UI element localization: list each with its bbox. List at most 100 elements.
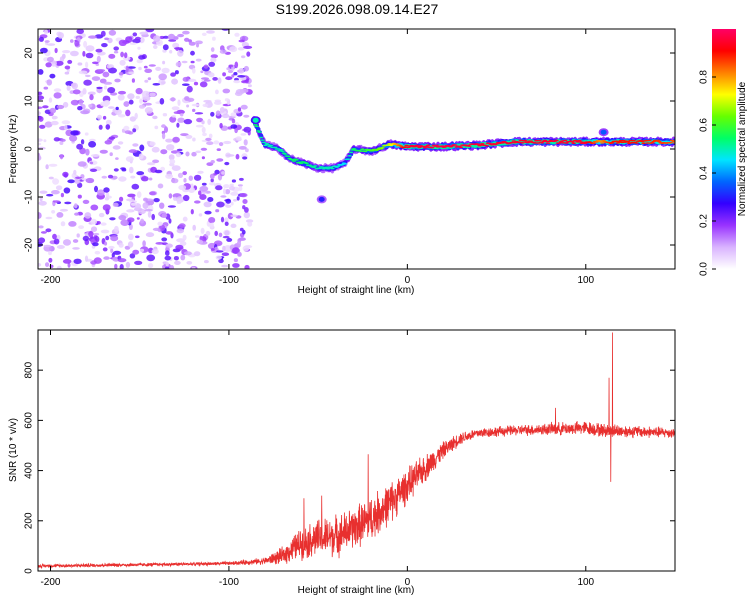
noise-speckle — [64, 201, 72, 205]
noise-speckle — [108, 53, 116, 59]
noise-speckle — [185, 134, 193, 139]
ridge-mark — [298, 162, 304, 165]
noise-speckle — [48, 251, 52, 256]
ridge-mark — [631, 139, 636, 142]
noise-speckle — [108, 245, 115, 249]
noise-speckle — [239, 177, 244, 181]
noise-speckle — [90, 218, 98, 225]
noise-speckle — [61, 50, 71, 54]
noise-speckle — [45, 216, 53, 220]
noise-speckle — [212, 77, 218, 81]
noise-speckle — [60, 221, 66, 227]
noise-speckle — [112, 145, 121, 150]
ridge-mark — [268, 144, 274, 147]
noise-speckle — [169, 265, 175, 269]
noise-speckle — [152, 159, 160, 164]
ridge-mark — [363, 150, 368, 152]
noise-speckle — [243, 114, 250, 118]
noise-speckle — [42, 105, 49, 109]
noise-speckle — [227, 69, 234, 74]
noise-speckle — [145, 232, 155, 238]
noise-speckle — [108, 67, 117, 74]
noise-speckle — [242, 156, 248, 160]
noise-speckle — [231, 118, 236, 124]
noise-speckle — [91, 76, 101, 81]
noise-speckle — [100, 222, 107, 226]
noise-speckle — [134, 36, 141, 41]
noise-speckle — [90, 204, 99, 211]
noise-speckle — [160, 166, 166, 172]
noise-speckle — [96, 55, 101, 63]
noise-speckle — [230, 223, 237, 228]
noise-speckle — [88, 141, 97, 148]
noise-speckle — [205, 230, 211, 236]
noise-speckle — [113, 46, 119, 51]
noise-speckle — [64, 65, 71, 70]
ridge-mark — [348, 151, 354, 154]
noise-speckle — [107, 87, 116, 94]
noise-speckle — [38, 142, 42, 146]
noise-speckle — [144, 107, 153, 114]
noise-speckle — [191, 103, 200, 107]
noise-speckle — [222, 88, 231, 94]
noise-speckle — [38, 106, 43, 109]
noise-speckle — [73, 203, 78, 209]
noise-speckle — [88, 35, 97, 39]
ridge-mark — [545, 142, 551, 144]
noise-speckle — [246, 51, 251, 57]
noise-speckle — [206, 141, 214, 146]
noise-speckle — [103, 81, 113, 85]
noise-speckle — [102, 115, 107, 120]
noise-speckle — [216, 201, 225, 208]
noise-speckle — [201, 32, 207, 36]
ridge-mark — [417, 146, 422, 149]
noise-speckle — [219, 107, 225, 113]
noise-speckle — [66, 85, 71, 91]
ridge-mark — [528, 140, 533, 142]
noise-speckle — [151, 248, 159, 255]
noise-speckle — [76, 143, 83, 150]
ridge-mark — [360, 148, 365, 150]
ridge-mark — [458, 146, 464, 149]
ridge-mark — [294, 159, 299, 161]
noise-speckle — [135, 95, 140, 99]
noise-speckle — [115, 106, 119, 111]
noise-speckle — [199, 81, 208, 88]
noise-speckle — [164, 126, 168, 133]
noise-speckle — [87, 91, 96, 96]
noise-speckle — [207, 197, 214, 202]
ridge-mark — [577, 139, 582, 142]
noise-speckle — [138, 55, 146, 60]
colorbar-tick-label: 0.8 — [699, 70, 710, 84]
noise-speckle — [202, 132, 207, 137]
noise-speckle — [165, 250, 170, 256]
ridge-mark — [668, 141, 673, 144]
noise-speckle — [121, 168, 127, 172]
noise-speckle — [203, 201, 212, 208]
noise-speckle — [223, 140, 232, 145]
noise-speckle — [56, 245, 65, 249]
noise-speckle — [169, 49, 173, 54]
noise-speckle — [221, 264, 229, 268]
noise-speckle — [84, 255, 89, 262]
noise-speckle — [196, 239, 204, 244]
noise-speckle — [170, 72, 177, 77]
noise-speckle — [119, 196, 124, 202]
noise-speckle — [153, 198, 160, 203]
x-tick-label: 0 — [405, 577, 411, 588]
noise-speckle — [94, 250, 101, 255]
noise-speckle — [203, 99, 212, 103]
noise-speckle — [117, 114, 126, 118]
noise-speckle — [75, 176, 82, 179]
noise-speckle — [247, 84, 252, 88]
noise-speckle — [162, 60, 166, 65]
noise-speckle — [232, 247, 240, 255]
noise-speckle — [97, 69, 106, 72]
noise-speckle — [39, 190, 48, 194]
noise-speckle — [70, 130, 79, 136]
noise-speckle — [182, 216, 188, 222]
noise-speckle — [191, 266, 196, 269]
spectrogram-image — [38, 29, 675, 269]
noise-speckle — [171, 165, 181, 172]
noise-speckle — [125, 36, 133, 43]
